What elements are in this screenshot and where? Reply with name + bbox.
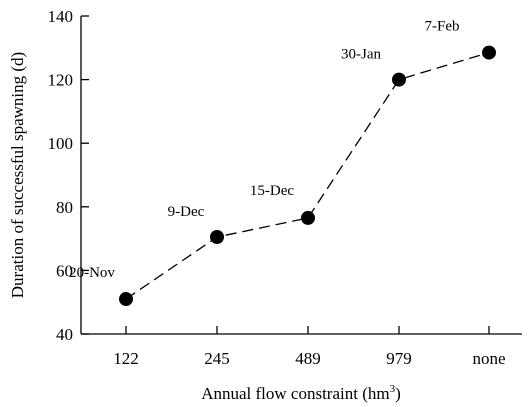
data-point bbox=[301, 210, 315, 225]
x-ticks: 122 245 489 979 none bbox=[113, 326, 506, 368]
y-tick-label: 120 bbox=[48, 71, 74, 90]
point-date-label: 15-Dec bbox=[250, 183, 294, 199]
y-axis-title: Duration of successful spawning (d) bbox=[8, 52, 27, 298]
point-date-label: 7-Feb bbox=[425, 19, 460, 35]
y-tick-label: 80 bbox=[56, 198, 73, 217]
point-date-label: 20-Nov bbox=[69, 265, 115, 281]
axes bbox=[80, 16, 522, 335]
x-tick-label: 245 bbox=[204, 349, 230, 368]
x-axis-title-main: Annual flow constraint (hm bbox=[201, 384, 389, 403]
data-point bbox=[392, 72, 406, 87]
point-labels: 20-Nov 9-Dec 15-Dec 30-Jan 7-Feb bbox=[69, 19, 459, 281]
data-point bbox=[482, 45, 496, 60]
x-tick-label: none bbox=[472, 349, 505, 368]
series-line bbox=[125, 51, 490, 300]
data-point bbox=[119, 292, 133, 307]
y-tick-label: 140 bbox=[48, 7, 74, 26]
x-tick-label: 979 bbox=[386, 349, 412, 368]
x-axis-title-end: ) bbox=[395, 384, 401, 403]
data-point bbox=[210, 230, 224, 245]
y-tick-label: 100 bbox=[48, 134, 74, 153]
x-axis-title-superscript: 3 bbox=[390, 383, 396, 395]
x-tick-label: 489 bbox=[295, 349, 321, 368]
point-date-label: 30-Jan bbox=[341, 47, 381, 63]
y-tick-label: 60 bbox=[56, 261, 73, 280]
y-tick-label: 40 bbox=[56, 325, 73, 344]
point-date-label: 9-Dec bbox=[168, 204, 205, 220]
markers bbox=[119, 45, 496, 307]
x-tick-label: 122 bbox=[113, 349, 139, 368]
x-axis-title: Annual flow constraint (hm3) bbox=[201, 383, 401, 403]
y-ticks: 40 60 80 100 120 140 bbox=[48, 7, 89, 344]
